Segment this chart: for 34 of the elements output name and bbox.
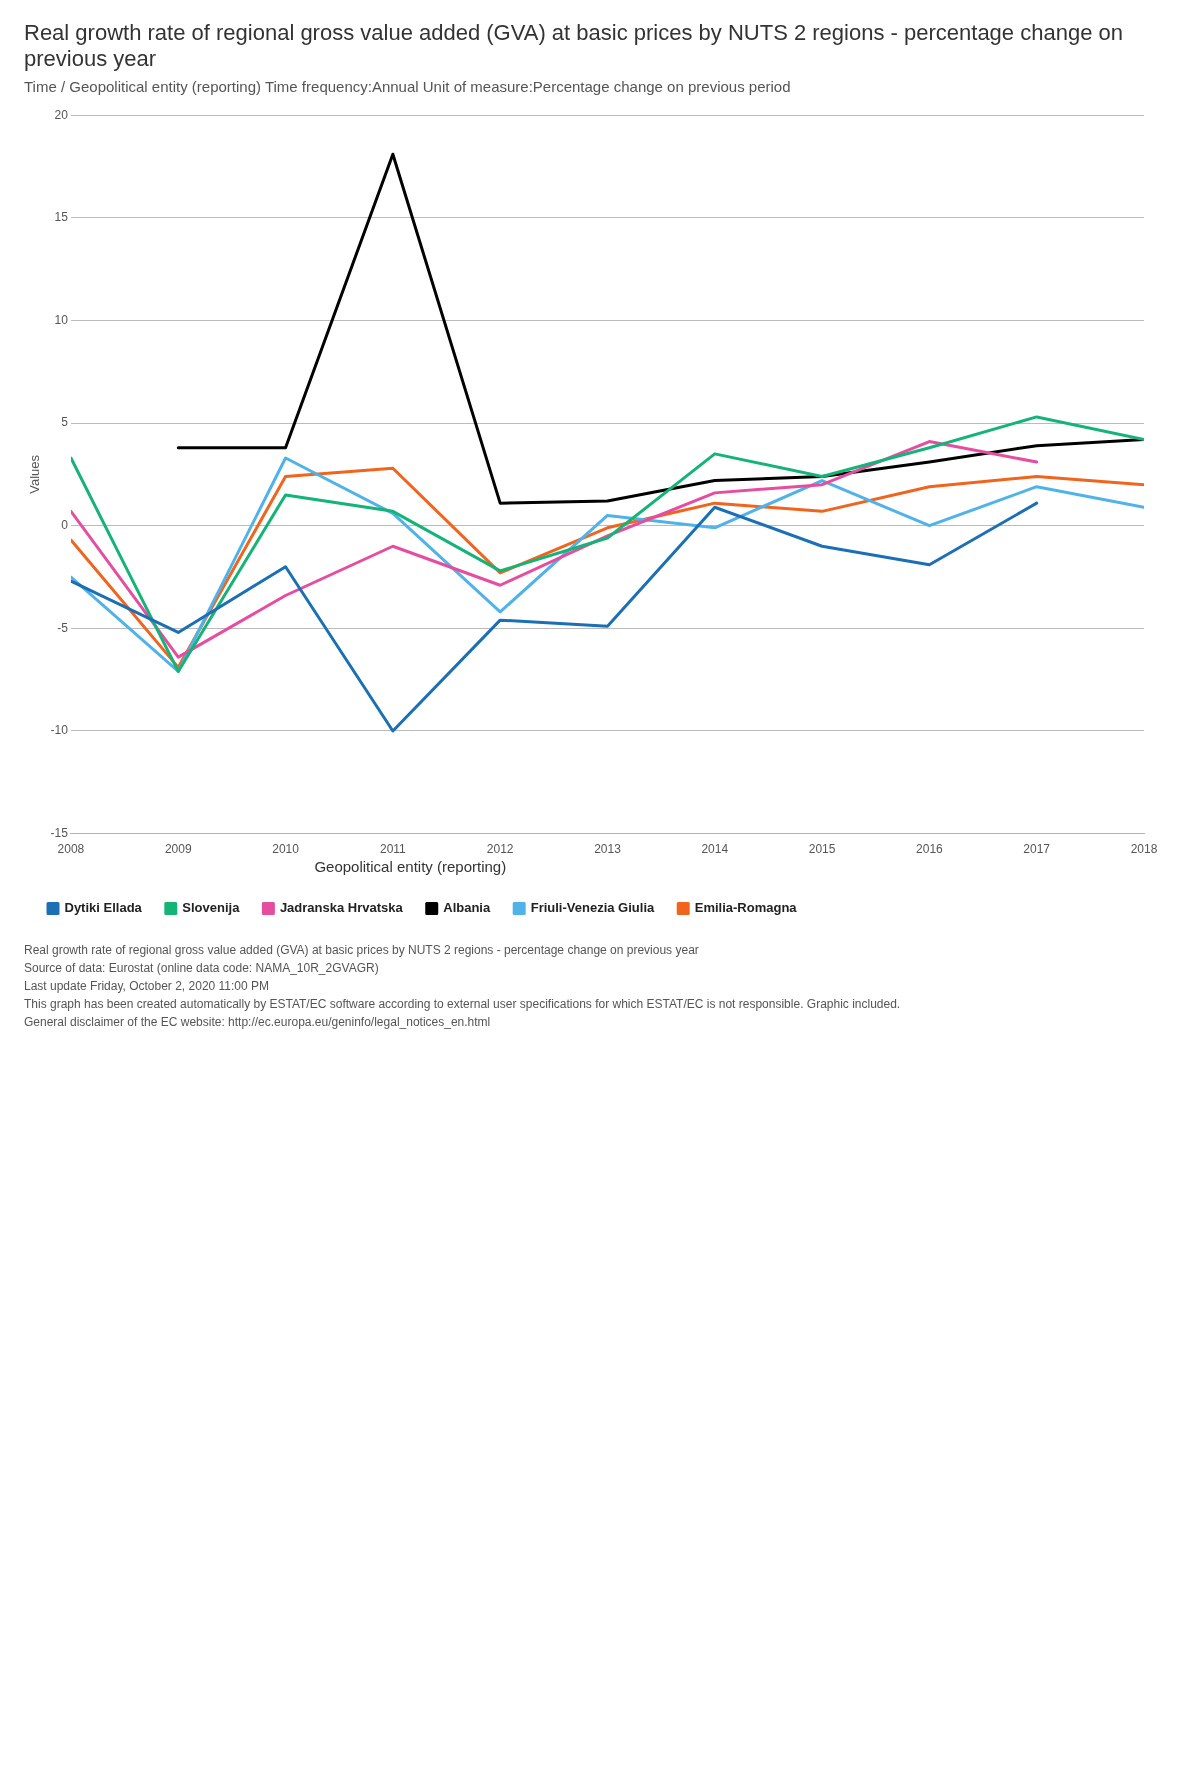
x-tick-label: 2009 <box>164 842 192 857</box>
y-tick-label: -5 <box>57 620 69 635</box>
legend-label: Emilia-Romagna <box>694 900 798 916</box>
y-tick-label: 0 <box>61 518 69 533</box>
legend-label: Friuli-Venezia Giulia <box>530 900 655 916</box>
chart-title: Real growth rate of regional gross value added (GVA) at basic prices by NUTS 2 regions - percentage change on previous year <box>24 20 1124 72</box>
legend-label: Jadranska Hrvatska <box>279 900 404 916</box>
y-tick-label: -10 <box>50 723 69 738</box>
chart-subtitle: Time / Geopolitical entity (reporting) Time frequency:Annual Unit of measure:Percentage change on previous period <box>24 78 792 95</box>
x-tick-label: 2018 <box>1130 842 1158 857</box>
text: This graph has been created automatically by ESTAT/EC software according to external user specifications for which ESTAT/EC is not responsible. Graphic included. <box>24 996 902 1013</box>
x-tick-label: 2014 <box>701 842 729 857</box>
y-tick-label: 10 <box>54 312 69 327</box>
y-tick-label: 5 <box>61 415 69 430</box>
legend-label: Dytiki Ellada <box>64 900 143 916</box>
y-tick-label: 20 <box>54 107 69 122</box>
x-tick-label: 2010 <box>272 842 300 857</box>
y-tick-label: -15 <box>50 825 69 840</box>
source-note: Source of data: Eurostat (online data code: NAMA_10R_2GVAGR) <box>24 960 380 977</box>
text: General disclaimer of the EC website: http://ec.europa.eu/geninfo/legal_notices_en.html <box>24 1014 492 1031</box>
y-axis-title: Values <box>27 454 43 494</box>
x-tick-label: 2011 <box>379 842 407 857</box>
text: Real growth rate of regional gross value added (GVA) at basic prices by NUTS 2 regions - percentage change on previous year <box>24 942 700 959</box>
x-tick-label: 2012 <box>486 842 514 857</box>
x-tick-label: 2013 <box>594 842 622 857</box>
legend-title: Geopolitical entity (reporting) <box>314 857 507 875</box>
x-tick-label: 2016 <box>916 842 944 857</box>
text: Last update Friday, October 2, 2020 11:00 PM <box>24 978 271 995</box>
legend-label: Slovenija <box>182 900 241 916</box>
x-tick-label: 2015 <box>808 842 836 857</box>
x-tick-label: 2008 <box>57 842 85 857</box>
legend-label: Albania <box>443 900 491 916</box>
x-tick-label: 2017 <box>1023 842 1051 857</box>
y-tick-label: 15 <box>54 210 69 225</box>
